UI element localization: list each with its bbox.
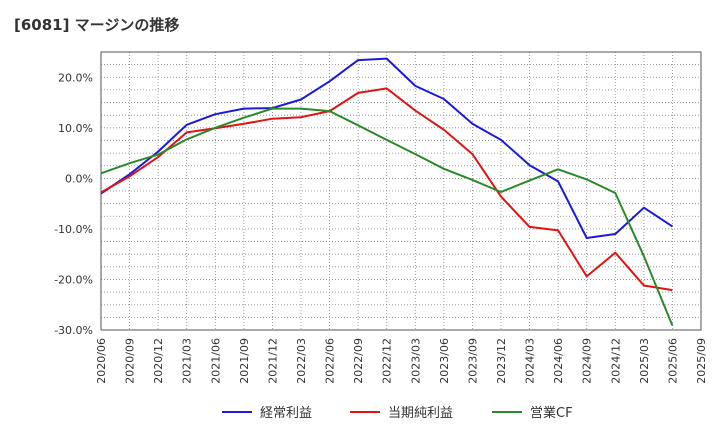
chart-title: [6081] マージンの推移 [14, 16, 180, 34]
legend-label: 当期純利益 [388, 406, 453, 421]
x-tick-label: 2021/06 [209, 338, 222, 384]
x-tick-label: 2025/09 [695, 338, 708, 384]
x-tick-label: 2022/06 [324, 338, 337, 384]
x-tick-label: 2023/06 [438, 338, 451, 384]
series-line-経常利益 [100, 57, 673, 239]
x-tick-label: 2021/03 [181, 338, 194, 384]
x-tick-label: 2021/09 [238, 338, 251, 384]
y-tick-label: -20.0% [54, 273, 93, 286]
plot-border [100, 51, 702, 331]
x-tick-label: 2024/12 [609, 338, 622, 384]
legend: 経常利益 当期純利益 営業CF [222, 405, 573, 421]
x-tick-label: 2024/06 [552, 338, 565, 384]
y-tick-label: -10.0% [54, 223, 93, 236]
legend-label: 営業CF [530, 405, 573, 421]
x-tick-label: 2022/12 [381, 338, 394, 384]
x-tick-label: 2024/03 [524, 338, 537, 384]
series-line-営業CF [100, 107, 674, 326]
x-tick-label: 2020/12 [152, 338, 165, 384]
x-tick-label: 2025/03 [638, 338, 651, 384]
x-tick-label: 2024/09 [581, 338, 594, 384]
y-tick-label: -30.0% [54, 324, 93, 337]
axis-layer: 20.0% 10.0% 0.0% -10.0% -20.0% -30.0%2020/06 2… [54, 51, 708, 384]
x-tick-label: 2021/12 [266, 338, 279, 384]
series-layer [100, 57, 674, 326]
y-tick-label: 0.0% [65, 172, 93, 185]
x-tick-label: 2025/06 [666, 338, 679, 384]
x-tick-label: 2022/03 [295, 338, 308, 384]
series-line-当期純利益 [100, 87, 673, 292]
legend-label: 経常利益 [260, 406, 312, 421]
x-tick-label: 2023/09 [466, 338, 479, 384]
x-tick-label: 2023/03 [409, 338, 422, 384]
x-tick-label: 2020/09 [124, 338, 137, 384]
x-tick-label: 2022/09 [352, 338, 365, 384]
x-tick-label: 2020/06 [95, 338, 108, 384]
y-tick-label: 20.0% [58, 71, 93, 84]
x-tick-label: 2023/12 [495, 338, 508, 384]
y-tick-label: 10.0% [58, 122, 93, 135]
